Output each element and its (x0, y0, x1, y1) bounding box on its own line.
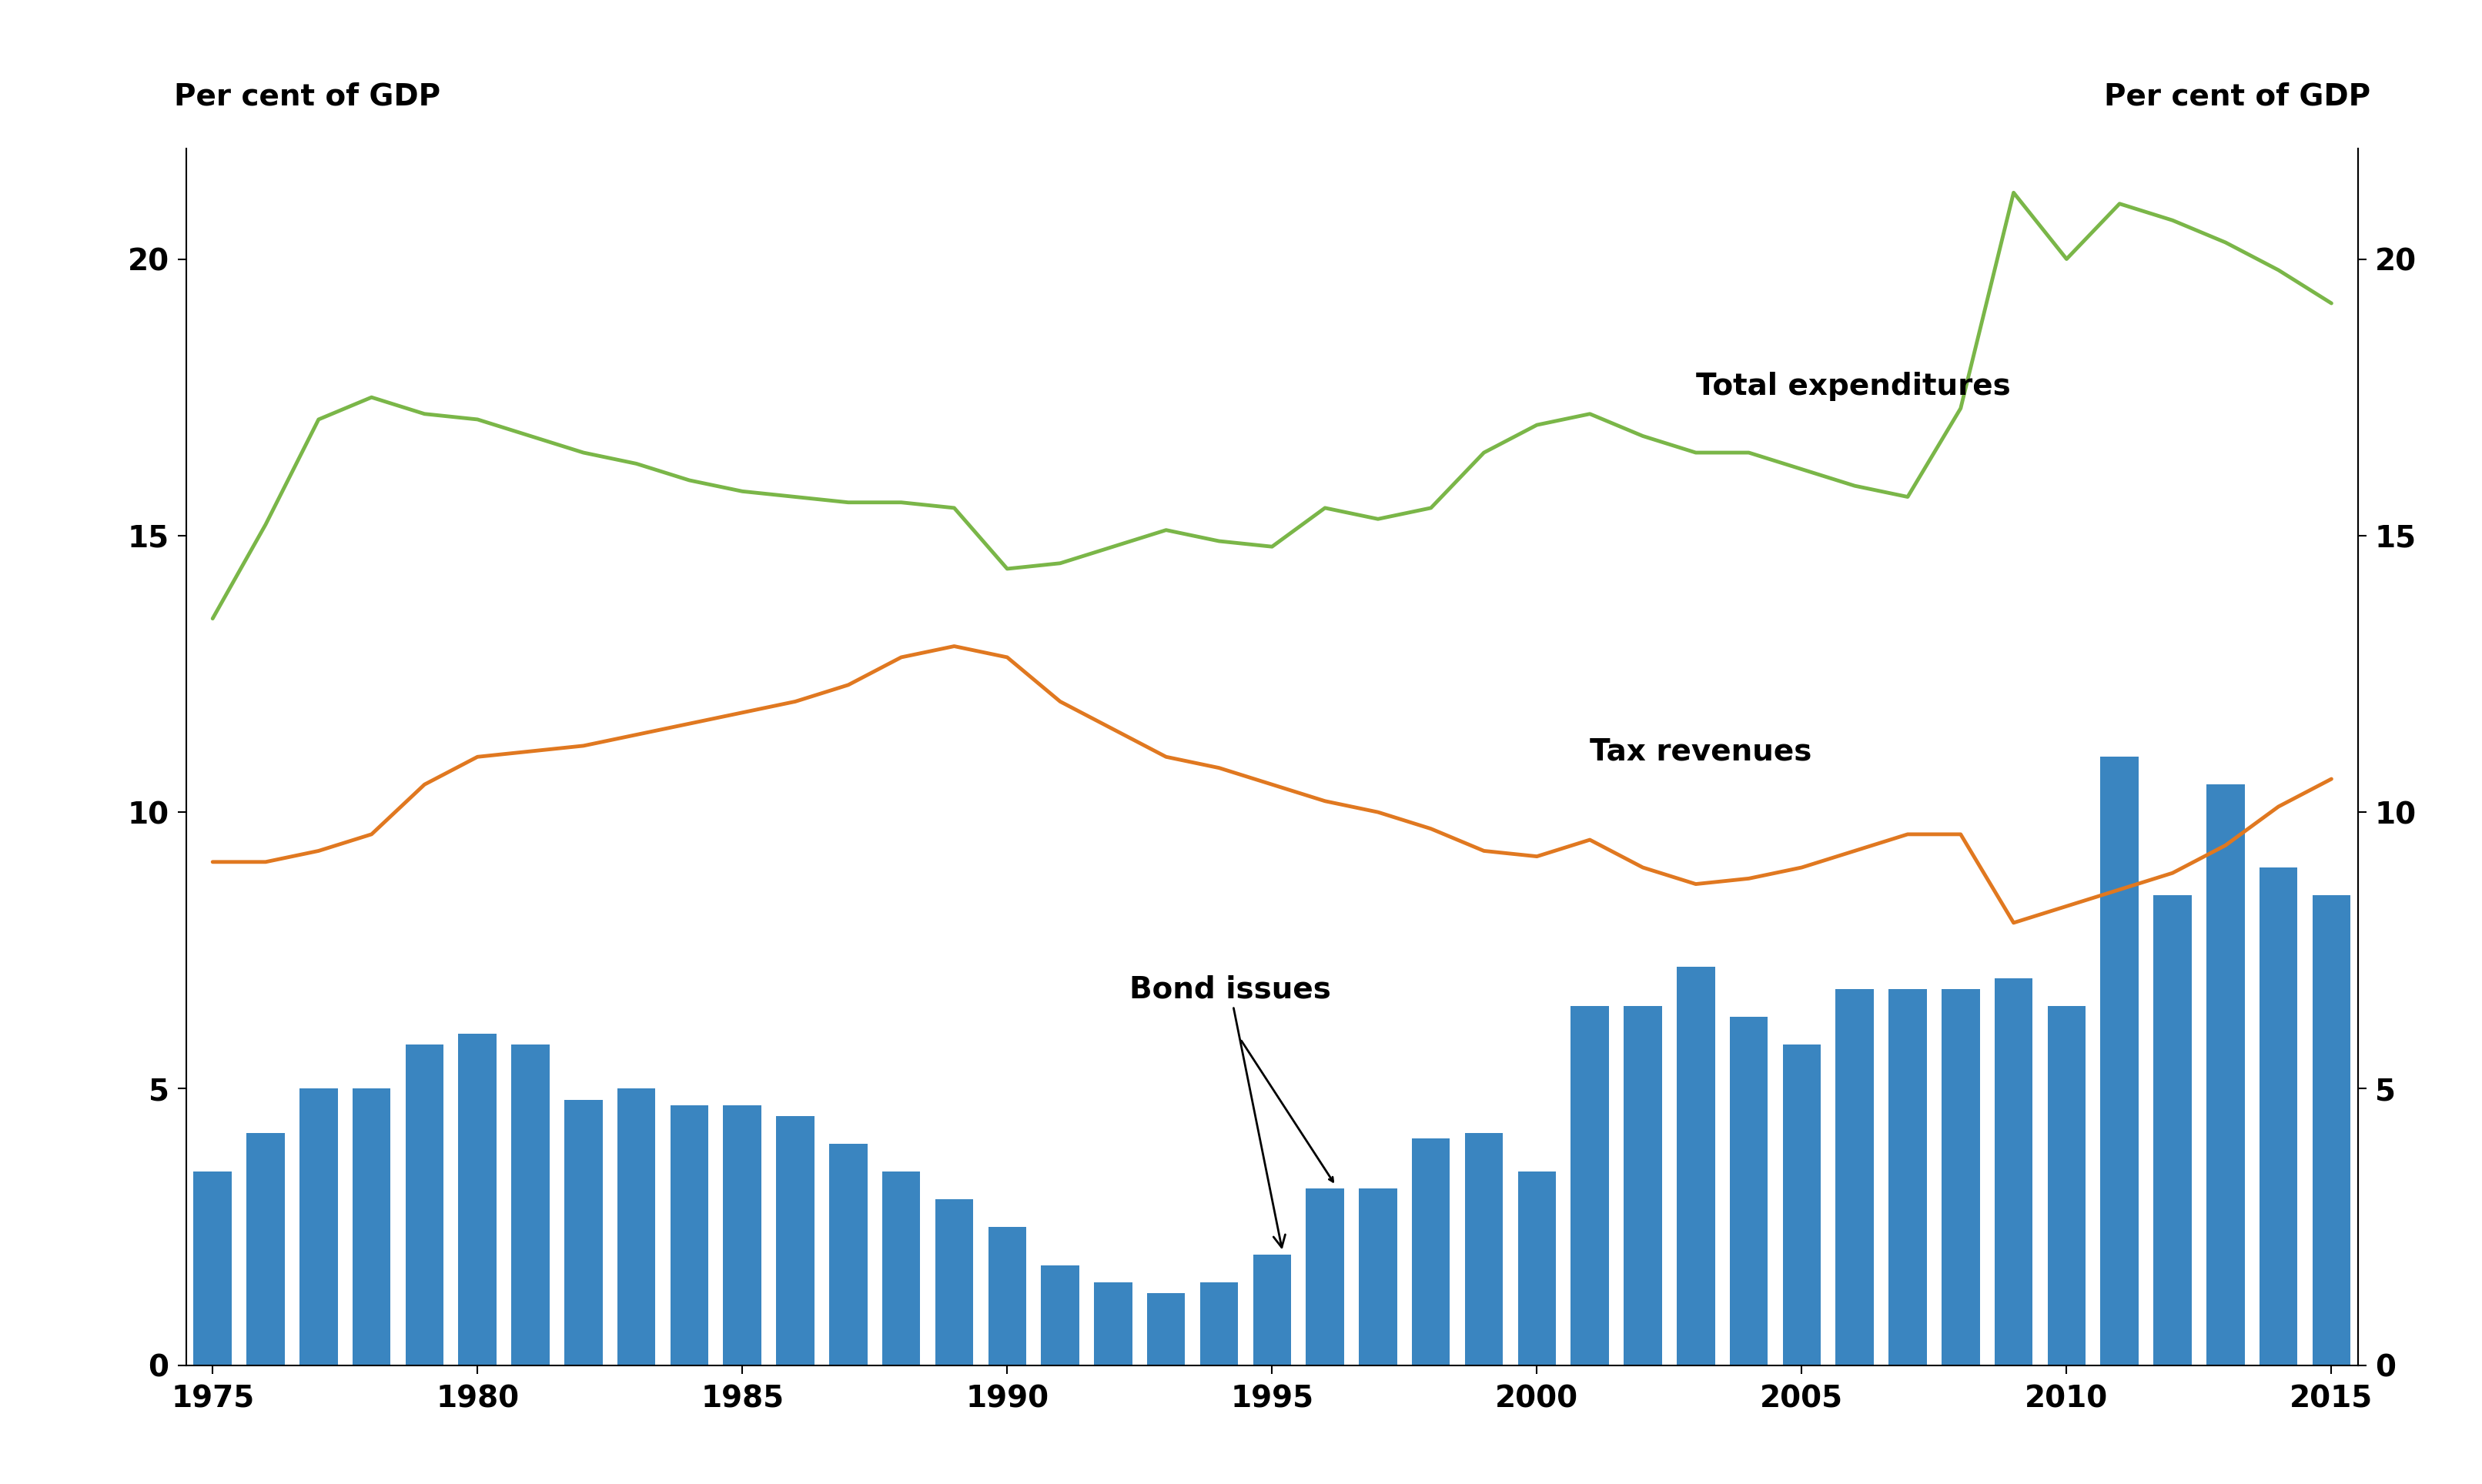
Bar (2313, 895, 2350, 1365)
Bar (300, 1089, 338, 1365)
Bar (1358, 1189, 1397, 1365)
Bar (1996, 978, 2033, 1365)
Bar (1837, 990, 1874, 1365)
Bar (194, 1172, 231, 1365)
Bar (1889, 990, 1926, 1365)
Bar (1941, 990, 1981, 1365)
Bar (1782, 1045, 1822, 1365)
Bar (352, 1089, 390, 1365)
Bar (618, 1089, 655, 1365)
Bar (2259, 868, 2298, 1365)
Bar (2100, 757, 2139, 1365)
Text: Bond issues: Bond issues (1129, 975, 1330, 1248)
Bar (1199, 1282, 1239, 1365)
Bar (1571, 1006, 1608, 1365)
Bar (1730, 1017, 1767, 1365)
Bar (2048, 1006, 2085, 1365)
Bar (1519, 1172, 1556, 1365)
Text: Tax revenues: Tax revenues (1591, 736, 1812, 766)
Bar (246, 1132, 285, 1365)
Bar (2206, 785, 2244, 1365)
Bar (777, 1116, 814, 1365)
Bar (1095, 1282, 1132, 1365)
Bar (722, 1106, 762, 1365)
Bar (2154, 895, 2192, 1365)
Bar (881, 1172, 921, 1365)
Bar (1147, 1294, 1184, 1365)
Text: Per cent of GDP: Per cent of GDP (174, 82, 439, 111)
Bar (1306, 1189, 1345, 1365)
Bar (1253, 1254, 1291, 1365)
Bar (988, 1227, 1025, 1365)
Bar (563, 1100, 603, 1365)
Bar (1623, 1006, 1663, 1365)
Bar (1412, 1138, 1449, 1365)
Bar (459, 1033, 496, 1365)
Text: Per cent of GDP: Per cent of GDP (2105, 82, 2370, 111)
Bar (1464, 1132, 1504, 1365)
Bar (511, 1045, 549, 1365)
Bar (1040, 1266, 1080, 1365)
Bar (936, 1199, 973, 1365)
Bar (670, 1106, 707, 1365)
Text: Total expenditures: Total expenditures (1695, 371, 2010, 401)
Bar (1678, 968, 1715, 1365)
Bar (829, 1144, 866, 1365)
Bar (405, 1045, 444, 1365)
